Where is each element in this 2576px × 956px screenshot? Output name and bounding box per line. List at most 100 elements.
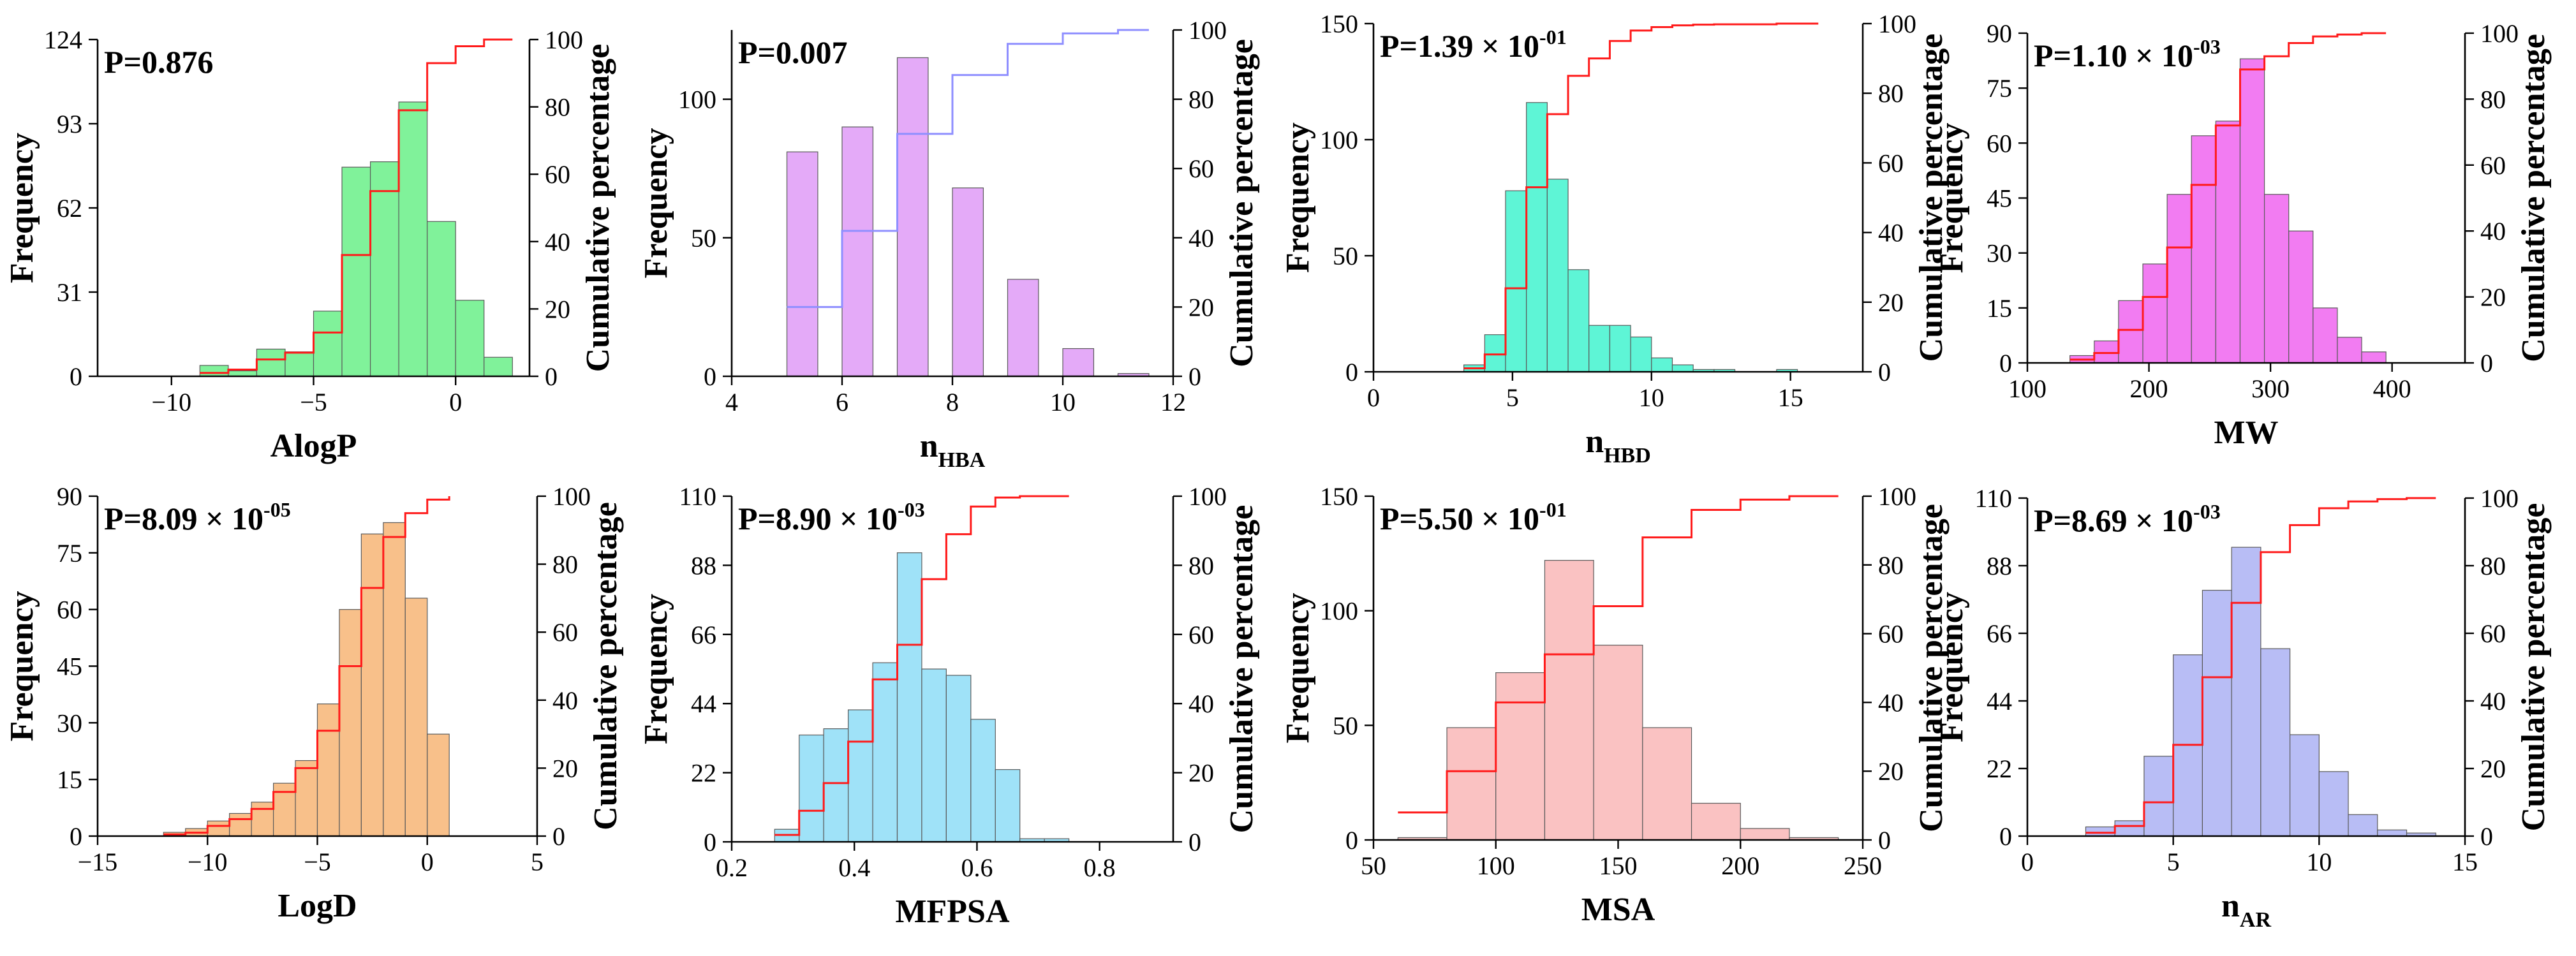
y2-tick-label: 40 xyxy=(2480,687,2506,716)
p-value-label: P=0.007 xyxy=(738,34,848,70)
histogram-bar xyxy=(921,668,947,842)
y-tick-label: 22 xyxy=(1987,754,2012,783)
y-tick-label: 110 xyxy=(679,482,716,511)
y2-tick-label: 0 xyxy=(2480,822,2493,851)
x-tick-label: 8 xyxy=(946,388,959,416)
y-tick-label: 88 xyxy=(691,551,716,580)
y-tick-label: 0 xyxy=(1999,349,2012,378)
y-axis-title: Frequency xyxy=(4,133,40,283)
y-axis-title: Frequency xyxy=(638,128,674,279)
histogram-bar xyxy=(2094,340,2119,364)
histogram-bar xyxy=(360,533,384,837)
x-tick-label: 4 xyxy=(725,388,738,416)
p-value-exponent: -01 xyxy=(1539,26,1567,48)
y2-tick-label: 0 xyxy=(1878,826,1891,855)
p-value-label: P=0.876 xyxy=(104,44,214,80)
histogram-bar xyxy=(427,221,456,377)
histogram-bar xyxy=(1609,325,1631,372)
x-tick-label: 15 xyxy=(1778,383,1803,412)
histogram-bar xyxy=(2377,829,2408,837)
histogram-bar xyxy=(2215,121,2241,364)
y-tick-label: 44 xyxy=(1987,687,2012,716)
x-axis-title-main: MFPSA xyxy=(895,893,1010,930)
histogram-bar xyxy=(295,760,318,837)
x-tick-label: −10 xyxy=(188,848,228,876)
histogram-bar xyxy=(2263,194,2290,364)
y2-tick-label: 60 xyxy=(2480,619,2506,648)
cumulative-line xyxy=(2085,497,2436,834)
p-value-text: P=8.69 × 10 xyxy=(2034,503,2193,538)
y-tick-label: 0 xyxy=(704,362,716,391)
y2-tick-label: 40 xyxy=(1878,219,1904,247)
y-tick-label: 30 xyxy=(57,709,82,737)
y2-tick-label: 40 xyxy=(1878,688,1904,717)
histogram-bar xyxy=(2313,307,2338,364)
x-tick-label: 400 xyxy=(2373,374,2411,403)
y-tick-label: 62 xyxy=(57,194,82,223)
y-tick-label: 50 xyxy=(1333,242,1358,270)
histogram-bar xyxy=(2290,734,2320,837)
x-tick-label: 0.8 xyxy=(1084,853,1116,882)
x-axis-title: MFPSA xyxy=(895,893,1010,930)
y-tick-label: 15 xyxy=(1987,294,2012,323)
x-tick-label: 10 xyxy=(1639,383,1664,412)
x-axis-title: AlogP xyxy=(270,428,357,464)
y-tick-label: 0 xyxy=(70,822,82,851)
histogram-bar xyxy=(251,802,274,837)
x-axis-title: nAR xyxy=(2221,888,2271,932)
y2-tick-label: 60 xyxy=(1878,149,1904,177)
y-tick-label: 44 xyxy=(691,689,716,718)
histogram-bar xyxy=(1495,672,1546,841)
p-value-text: P=1.10 × 10 xyxy=(2034,38,2193,73)
y2-tick-label: 60 xyxy=(545,160,570,189)
y2-tick-label: 20 xyxy=(545,295,570,323)
y-tick-label: 150 xyxy=(1320,10,1358,38)
histogram-bar xyxy=(1446,727,1497,841)
y2-tick-label: 80 xyxy=(2480,85,2506,114)
histogram-bar xyxy=(229,813,252,837)
cumulative-line xyxy=(1398,495,1839,814)
y-tick-label: 90 xyxy=(57,482,82,511)
histogram-bar xyxy=(256,348,286,377)
x-tick-label: 10 xyxy=(2306,848,2332,876)
x-axis-title-main: n xyxy=(920,428,938,464)
y2-tick-label: 0 xyxy=(545,362,558,391)
histogram-bar xyxy=(1526,102,1548,372)
y2-tick-label: 100 xyxy=(552,482,591,511)
histogram-bar xyxy=(896,57,929,377)
x-axis-title: nHBA xyxy=(920,428,986,472)
y-tick-label: 66 xyxy=(691,621,716,649)
x-tick-label: 0 xyxy=(2021,848,2034,876)
y2-tick-label: 60 xyxy=(2480,151,2506,180)
p-value-exponent: -03 xyxy=(2193,35,2221,58)
y-tick-label: 88 xyxy=(1987,552,2012,580)
histogram-bar xyxy=(1062,348,1095,377)
y2-tick-label: 100 xyxy=(1878,10,1916,38)
histogram-bar xyxy=(2260,648,2291,837)
y-tick-label: 31 xyxy=(57,278,82,307)
y-tick-label: 100 xyxy=(1320,597,1358,626)
histogram-bar xyxy=(2085,826,2115,837)
y2-tick-label: 40 xyxy=(1188,689,1214,718)
histogram-bar xyxy=(841,126,874,377)
y2-axis-title: Cumulative percentage xyxy=(580,44,616,372)
histogram-bar xyxy=(799,734,824,842)
y2-tick-label: 80 xyxy=(1188,551,1214,580)
y2-tick-label: 60 xyxy=(552,618,578,647)
x-tick-label: 10 xyxy=(1050,388,1076,416)
x-axis-title: MSA xyxy=(1581,892,1655,928)
y2-tick-label: 0 xyxy=(1188,362,1201,391)
x-tick-label: −15 xyxy=(78,848,118,876)
y-tick-label: 0 xyxy=(1999,822,2012,851)
y2-tick-label: 100 xyxy=(2480,19,2519,48)
y2-tick-label: 20 xyxy=(1188,759,1214,788)
y2-tick-label: 20 xyxy=(2480,754,2506,783)
y-tick-label: 22 xyxy=(691,759,716,788)
x-tick-label: 5 xyxy=(1506,383,1519,412)
histogram-bar xyxy=(1630,336,1652,372)
cumulative-line xyxy=(200,38,513,374)
histogram-bar xyxy=(945,675,972,842)
y2-tick-label: 80 xyxy=(1188,85,1214,114)
y2-tick-label: 0 xyxy=(1878,358,1891,386)
y-axis-title: Frequency xyxy=(4,591,40,742)
